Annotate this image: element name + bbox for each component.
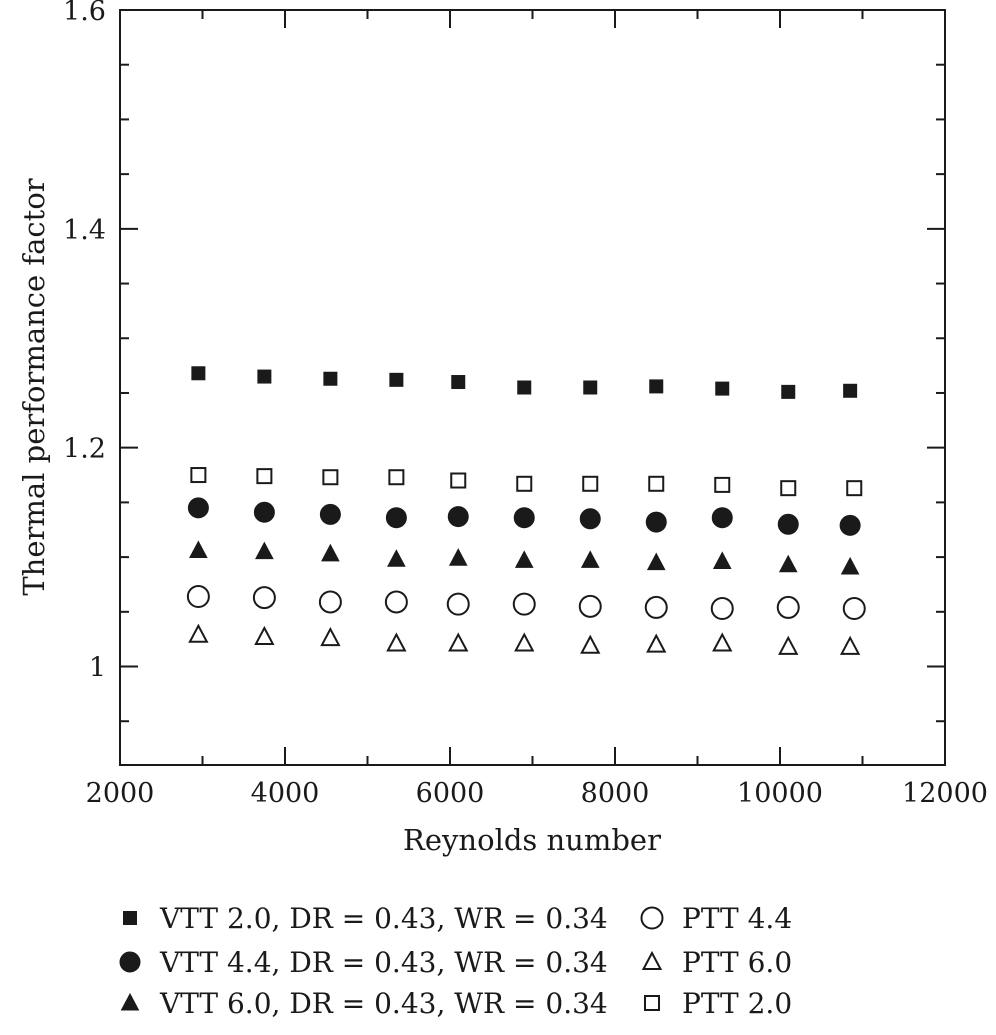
data-point xyxy=(322,469,339,486)
data-point xyxy=(252,586,276,610)
data-point xyxy=(646,552,666,571)
data-point xyxy=(254,625,275,645)
data-point xyxy=(710,597,734,621)
data-point xyxy=(187,497,209,519)
data-point xyxy=(649,379,664,394)
data-point xyxy=(580,550,600,568)
data-points xyxy=(186,366,866,655)
y-tick-label: 1 xyxy=(89,653,106,684)
data-point xyxy=(319,503,341,525)
data-point xyxy=(190,467,207,484)
legend-label: PTT 2.0 xyxy=(682,987,792,1020)
x-tick-label: 12000 xyxy=(902,778,988,809)
data-point xyxy=(446,592,470,616)
data-point xyxy=(384,590,408,614)
data-point xyxy=(583,380,598,395)
data-point xyxy=(186,584,210,608)
data-point xyxy=(839,635,861,655)
legend-label: PTT 4.4 xyxy=(682,902,792,935)
tick-labels: 2000 4000 6000 8000 10000 12000 1 1.2 1.4 1.6 xyxy=(63,0,988,809)
legend-label: VTT 2.0, DR = 0.43, WR = 0.34 xyxy=(159,902,608,935)
data-point xyxy=(715,381,730,396)
data-point xyxy=(842,597,866,621)
data-point xyxy=(645,511,667,533)
x-tick-label: 2000 xyxy=(86,778,155,809)
data-point xyxy=(714,476,731,493)
data-point xyxy=(578,594,602,618)
data-point xyxy=(843,383,858,398)
data-point xyxy=(648,475,665,492)
data-point xyxy=(388,469,405,486)
data-point xyxy=(580,634,601,654)
data-point xyxy=(386,632,407,652)
data-point xyxy=(781,384,796,399)
data-point xyxy=(447,506,469,528)
data-point xyxy=(450,472,467,489)
data-point xyxy=(448,548,468,566)
data-point xyxy=(582,475,599,492)
data-point xyxy=(517,380,532,395)
data-point xyxy=(776,595,800,619)
x-tick-label: 10000 xyxy=(737,778,823,809)
data-point xyxy=(711,507,733,529)
data-point xyxy=(318,590,342,614)
data-point xyxy=(385,507,407,529)
y-tick-label: 1.2 xyxy=(63,434,106,465)
data-point xyxy=(846,480,863,497)
legend-label: VTT 6.0, DR = 0.43, WR = 0.34 xyxy=(159,987,608,1020)
legend-label: PTT 6.0 xyxy=(682,946,792,979)
data-point xyxy=(516,475,533,492)
data-point xyxy=(777,513,799,535)
data-point xyxy=(644,595,668,619)
legend-marker xyxy=(123,911,137,925)
legend-marker xyxy=(119,951,141,973)
data-point xyxy=(256,468,273,485)
data-point xyxy=(389,372,404,387)
data-point xyxy=(323,371,338,386)
data-point xyxy=(387,549,406,567)
x-tick-label: 4000 xyxy=(251,778,320,809)
data-point xyxy=(255,541,274,560)
y-tick-label: 1.6 xyxy=(63,0,106,27)
legend-marker xyxy=(640,906,664,930)
data-point xyxy=(253,501,275,523)
data-point xyxy=(321,543,340,562)
data-point xyxy=(514,632,535,652)
x-tick-label: 8000 xyxy=(581,778,650,809)
data-point xyxy=(188,623,209,643)
legend-label: VTT 4.4, DR = 0.43, WR = 0.34 xyxy=(159,946,608,979)
legend-marker xyxy=(641,950,663,970)
y-tick-label: 1.4 xyxy=(63,215,106,246)
data-point xyxy=(778,635,799,655)
data-point xyxy=(320,626,341,647)
data-point xyxy=(579,508,601,530)
data-point xyxy=(839,514,861,536)
data-point xyxy=(512,592,536,616)
data-point xyxy=(712,551,732,569)
x-tick-label: 6000 xyxy=(416,778,485,809)
data-point xyxy=(780,480,797,497)
data-point xyxy=(514,550,534,568)
plot-frame xyxy=(119,9,946,766)
legend-marker xyxy=(644,995,660,1011)
data-point xyxy=(257,369,272,384)
data-point xyxy=(513,507,535,529)
data-point xyxy=(189,540,208,559)
data-point xyxy=(451,375,466,390)
data-point xyxy=(778,554,798,573)
data-point xyxy=(448,632,469,652)
data-point xyxy=(646,633,667,653)
legend-marker xyxy=(120,992,140,1011)
y-axis-title: Thermal performance factor xyxy=(17,178,51,595)
axis-ticks xyxy=(119,10,946,765)
data-point xyxy=(191,366,206,381)
data-point xyxy=(712,632,733,652)
data-point xyxy=(840,556,860,575)
legend: VTT 2.0, DR = 0.43, WR = 0.34 VTT 4.4, DR… xyxy=(119,902,792,1020)
x-axis-title: Reynolds number xyxy=(403,823,661,857)
